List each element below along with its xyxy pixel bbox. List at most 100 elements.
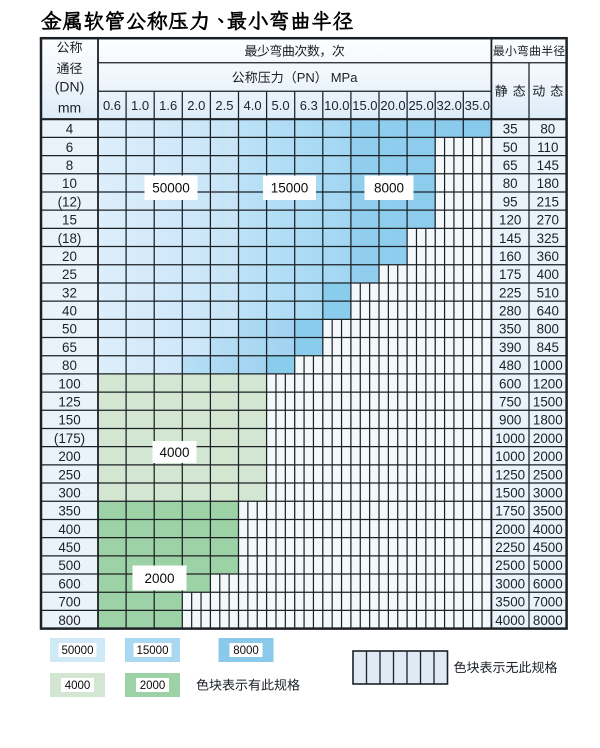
svg-text:225: 225 xyxy=(499,285,521,300)
svg-text:500: 500 xyxy=(58,558,80,573)
svg-text:3500: 3500 xyxy=(533,504,563,519)
svg-text:8000: 8000 xyxy=(233,645,259,657)
svg-text:640: 640 xyxy=(537,304,559,319)
svg-text:1750: 1750 xyxy=(495,504,525,519)
svg-text:4: 4 xyxy=(66,122,74,137)
svg-text:5.0: 5.0 xyxy=(272,98,290,113)
svg-text:25: 25 xyxy=(62,267,77,282)
svg-text:2000: 2000 xyxy=(533,449,563,464)
svg-text:(12): (12) xyxy=(58,194,82,209)
svg-text:390: 390 xyxy=(499,340,521,355)
svg-text:2000: 2000 xyxy=(495,522,525,537)
svg-text:4500: 4500 xyxy=(533,540,563,555)
svg-text:2500: 2500 xyxy=(495,558,525,573)
svg-text:65: 65 xyxy=(62,340,77,355)
svg-text:1800: 1800 xyxy=(533,413,563,428)
svg-text:MPa: MPa xyxy=(331,70,359,85)
svg-text:4000: 4000 xyxy=(533,522,563,537)
svg-text:150: 150 xyxy=(58,413,80,428)
svg-text:600: 600 xyxy=(499,376,521,391)
svg-text:80: 80 xyxy=(62,358,77,373)
svg-text:2250: 2250 xyxy=(495,540,525,555)
svg-text:20.0: 20.0 xyxy=(380,98,405,113)
svg-text:215: 215 xyxy=(537,194,559,209)
svg-text:750: 750 xyxy=(499,395,521,410)
svg-text:1250: 1250 xyxy=(495,467,525,482)
svg-text:8: 8 xyxy=(66,158,73,173)
svg-text:15000: 15000 xyxy=(137,645,169,657)
svg-text:(175): (175) xyxy=(54,431,85,446)
svg-text:3000: 3000 xyxy=(495,576,525,591)
svg-text:4.0: 4.0 xyxy=(244,98,262,113)
svg-text:1.6: 1.6 xyxy=(159,98,177,113)
svg-text:50: 50 xyxy=(503,140,518,155)
svg-text:250: 250 xyxy=(58,467,80,482)
svg-text:1500: 1500 xyxy=(495,486,525,501)
svg-text:15: 15 xyxy=(62,213,77,228)
svg-text:32.0: 32.0 xyxy=(437,98,462,113)
svg-text:4000: 4000 xyxy=(65,680,91,692)
svg-text:95: 95 xyxy=(503,194,518,209)
svg-text:50000: 50000 xyxy=(62,645,94,657)
svg-text:125: 125 xyxy=(58,395,80,410)
svg-text:2000: 2000 xyxy=(533,431,563,446)
svg-text:350: 350 xyxy=(499,322,521,337)
svg-text:510: 510 xyxy=(537,285,559,300)
svg-text:100: 100 xyxy=(58,376,80,391)
svg-text:4000: 4000 xyxy=(159,445,189,460)
svg-text:7000: 7000 xyxy=(533,595,563,610)
svg-text:800: 800 xyxy=(537,322,559,337)
svg-text:1000: 1000 xyxy=(495,431,525,446)
svg-text:50000: 50000 xyxy=(152,181,190,196)
svg-text:2000: 2000 xyxy=(144,571,174,586)
svg-text:10: 10 xyxy=(62,176,77,191)
svg-text:0.6: 0.6 xyxy=(103,98,121,113)
svg-text:10.0: 10.0 xyxy=(324,98,349,113)
svg-text:15000: 15000 xyxy=(271,181,309,196)
svg-text:(18): (18) xyxy=(58,231,82,246)
svg-text:3000: 3000 xyxy=(533,486,563,501)
svg-text:6: 6 xyxy=(66,140,73,155)
svg-text:35: 35 xyxy=(503,122,518,137)
svg-text:50: 50 xyxy=(62,322,77,337)
svg-text:145: 145 xyxy=(537,158,559,173)
svg-text:270: 270 xyxy=(537,213,559,228)
svg-text:80: 80 xyxy=(503,176,518,191)
svg-text:4000: 4000 xyxy=(495,613,525,628)
svg-text:280: 280 xyxy=(499,304,521,319)
svg-text:6.3: 6.3 xyxy=(300,98,318,113)
svg-text:1200: 1200 xyxy=(533,376,563,391)
svg-text:845: 845 xyxy=(537,340,559,355)
svg-text:1000: 1000 xyxy=(495,449,525,464)
svg-text:480: 480 xyxy=(499,358,521,373)
svg-text:40: 40 xyxy=(62,304,77,319)
svg-text:6000: 6000 xyxy=(533,576,563,591)
svg-text:180: 180 xyxy=(537,176,559,191)
svg-text:25.0: 25.0 xyxy=(408,98,433,113)
svg-text:160: 160 xyxy=(499,249,521,264)
svg-text:1000: 1000 xyxy=(533,358,563,373)
svg-text:2.5: 2.5 xyxy=(215,98,233,113)
svg-text:145: 145 xyxy=(499,231,521,246)
svg-text:2500: 2500 xyxy=(533,467,563,482)
svg-text:175: 175 xyxy=(499,267,521,282)
svg-text:200: 200 xyxy=(58,449,80,464)
svg-text:(DN): (DN) xyxy=(55,79,85,95)
svg-text:120: 120 xyxy=(499,213,521,228)
svg-text:900: 900 xyxy=(499,413,521,428)
svg-text:65: 65 xyxy=(503,158,518,173)
svg-text:15.0: 15.0 xyxy=(352,98,377,113)
svg-text:3500: 3500 xyxy=(495,595,525,610)
svg-text:mm: mm xyxy=(58,99,81,115)
svg-text:300: 300 xyxy=(58,486,80,501)
svg-text:1500: 1500 xyxy=(533,395,563,410)
svg-text:PN: PN xyxy=(297,70,315,85)
svg-text:32: 32 xyxy=(62,285,77,300)
svg-text:20: 20 xyxy=(62,249,77,264)
svg-text:600: 600 xyxy=(58,576,80,591)
svg-text:2000: 2000 xyxy=(140,680,166,692)
svg-text:2.0: 2.0 xyxy=(187,98,205,113)
svg-text:800: 800 xyxy=(58,613,80,628)
svg-text:400: 400 xyxy=(537,267,559,282)
svg-text:450: 450 xyxy=(58,540,80,555)
